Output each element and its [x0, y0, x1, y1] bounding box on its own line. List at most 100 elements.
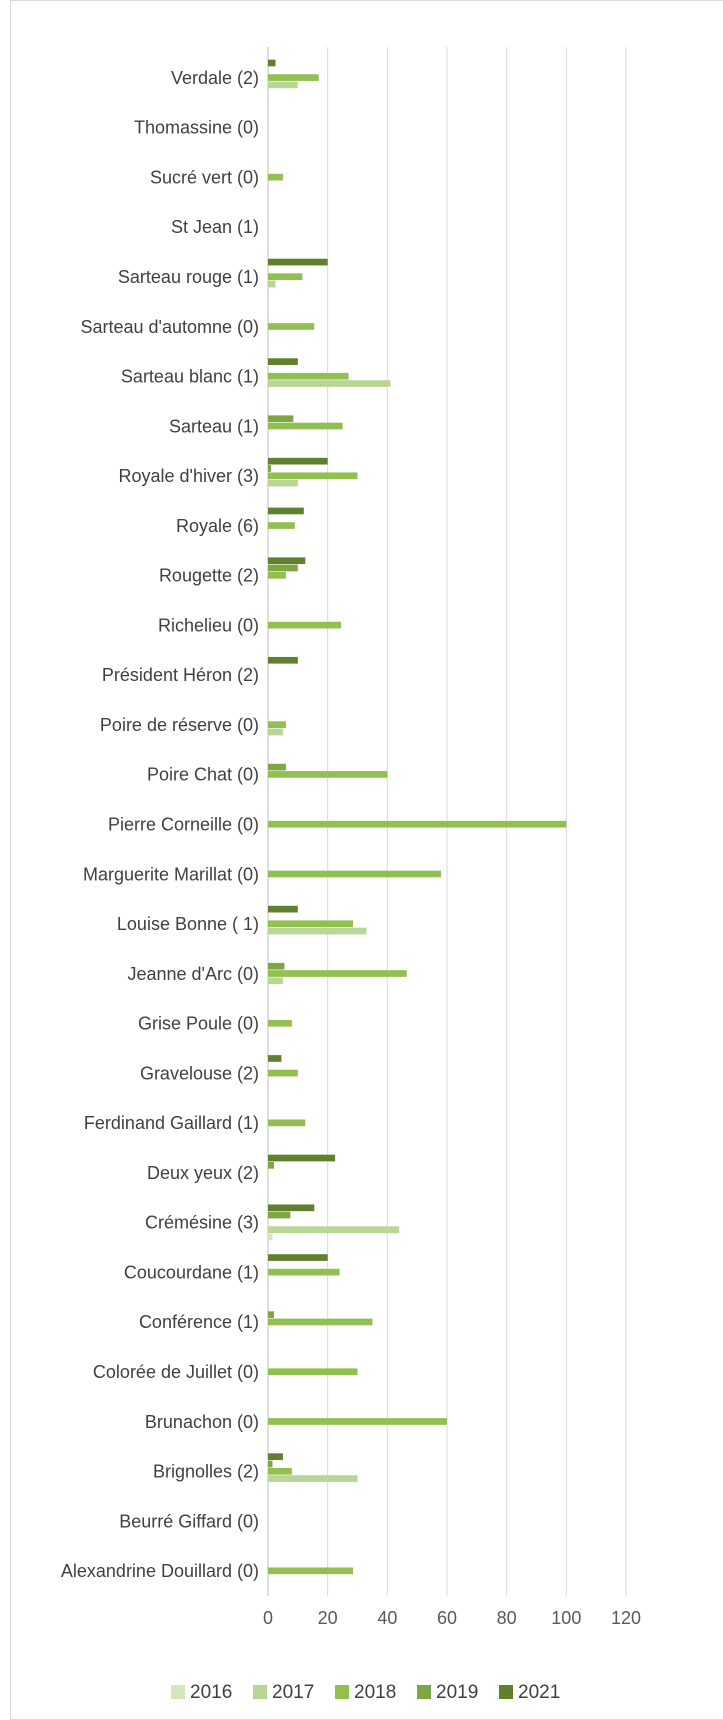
- x-tick-label: 60: [437, 1608, 457, 1628]
- category-label: St Jean (1): [171, 217, 259, 237]
- category-label: Sarteau (1): [169, 416, 259, 436]
- bar-2021: [268, 1453, 283, 1461]
- bar-2018: [268, 1418, 447, 1425]
- legend-swatch-2016: [171, 1685, 185, 1699]
- category-label: Rougette (2): [159, 566, 259, 586]
- legend-swatch-2019: [417, 1685, 431, 1699]
- category-label: Brignolles (2): [153, 1462, 259, 1482]
- bar-2018: [268, 1268, 340, 1276]
- category-label: Président Héron (2): [102, 665, 259, 685]
- bar-2018: [268, 173, 283, 181]
- bar-2019: [268, 1161, 274, 1169]
- bar-2021: [268, 507, 304, 515]
- bar-2017: [268, 380, 391, 387]
- legend-swatch-2018: [335, 1685, 349, 1699]
- bar-2021: [268, 1154, 336, 1162]
- bar-2021: [268, 358, 298, 365]
- legend: 2016 2017 2018 2019 2021: [171, 1682, 560, 1703]
- bar-2018: [268, 970, 407, 977]
- bar-2018: [268, 1467, 292, 1475]
- category-label: Conférence (1): [139, 1312, 259, 1332]
- category-label: Poire Chat (0): [147, 765, 259, 785]
- bar-2018: [268, 273, 303, 281]
- category-label: Alexandrine Douillard (0): [61, 1561, 259, 1581]
- bar-2019: [268, 962, 285, 970]
- bar-2017: [268, 1226, 400, 1234]
- category-label: Coucourdane (1): [124, 1262, 259, 1282]
- category-label: Pierre Corneille (0): [108, 815, 259, 835]
- bar-2019: [268, 564, 298, 572]
- category-label: Gravelouse (2): [140, 1063, 259, 1083]
- category-label: Sarteau d'automne (0): [80, 317, 259, 337]
- bar-2018: [268, 422, 343, 430]
- legend-swatch-2021: [499, 1685, 513, 1699]
- bar-2021: [268, 1254, 328, 1261]
- bar-chart: Verdale (2) Thomassine (0) Sucré vert (0) S…: [61, 47, 641, 1703]
- bar-2018: [268, 522, 295, 529]
- category-label: Marguerite Marillat (0): [83, 864, 259, 884]
- category-label: Crémésine (3): [145, 1213, 259, 1233]
- bar-2019: [268, 1311, 274, 1318]
- x-tick-label: 0: [263, 1608, 273, 1628]
- category-label: Deux yeux (2): [147, 1163, 259, 1183]
- bar-2021: [268, 59, 276, 67]
- legend-label: 2016: [190, 1682, 232, 1703]
- category-label: Richelieu (0): [158, 615, 259, 635]
- category-label: Colorée de Juillet (0): [93, 1362, 259, 1382]
- bar-2021: [268, 457, 328, 465]
- bar-2018: [268, 820, 567, 828]
- bar-2018: [268, 721, 286, 729]
- category-label: Louise Bonne ( 1): [117, 914, 259, 934]
- bar-2018: [268, 771, 388, 778]
- legend-label: 2021: [518, 1682, 560, 1703]
- bar-2018: [268, 1069, 298, 1077]
- bar-2017: [268, 728, 283, 736]
- category-label: Verdale (2): [171, 68, 259, 88]
- category-label: Royale (6): [176, 516, 259, 536]
- bar-2018: [268, 472, 358, 480]
- category-label: Sucré vert (0): [150, 167, 259, 187]
- bar-2018: [268, 372, 349, 380]
- bar-2018: [268, 1318, 373, 1326]
- bar-2019: [268, 465, 271, 472]
- category-label: Sarteau rouge (1): [118, 267, 259, 287]
- bar-2021: [268, 557, 306, 565]
- bar-2019: [268, 763, 286, 771]
- category-label: Jeanne d'Arc (0): [127, 964, 259, 984]
- x-tick-label: 80: [497, 1608, 517, 1628]
- x-axis-tick-labels: 0 20 40 60 80 100 120: [263, 1608, 641, 1628]
- legend-label: 2018: [354, 1682, 396, 1703]
- bar-2021: [268, 1204, 315, 1212]
- bar-2018: [268, 621, 342, 629]
- bar-2017: [268, 81, 298, 89]
- x-tick-label: 100: [551, 1608, 581, 1628]
- category-label: Ferdinand Gaillard (1): [84, 1113, 259, 1133]
- category-label: Sarteau blanc (1): [121, 367, 259, 387]
- legend-swatch-2017: [253, 1685, 267, 1699]
- bars: [268, 59, 567, 1575]
- bar-2017: [268, 280, 276, 288]
- category-labels: Verdale (2) Thomassine (0) Sucré vert (0) S…: [61, 68, 259, 1581]
- bar-2018: [268, 870, 442, 878]
- bar-2016: [268, 1233, 273, 1241]
- category-label: Beurré Giffard (0): [119, 1511, 259, 1531]
- bar-2021: [268, 656, 298, 664]
- bar-2021: [268, 1055, 282, 1062]
- legend-label: 2017: [272, 1682, 314, 1703]
- bar-2018: [268, 74, 319, 81]
- chart-frame: Verdale (2) Thomassine (0) Sucré vert (0) S…: [10, 0, 723, 1720]
- category-label: Grise Poule (0): [138, 1014, 259, 1034]
- category-label: Brunachon (0): [145, 1412, 259, 1432]
- bar-2017: [268, 479, 298, 487]
- bar-2018: [268, 323, 315, 330]
- category-label: Royale d'hiver (3): [119, 466, 260, 486]
- bar-2017: [268, 977, 283, 985]
- category-label: Thomassine (0): [134, 118, 259, 138]
- bar-2018: [268, 571, 286, 579]
- category-label: Poire de réserve (0): [100, 715, 259, 735]
- legend-label: 2019: [436, 1682, 478, 1703]
- bar-2019: [268, 415, 294, 423]
- bar-2018: [268, 1119, 306, 1127]
- bar-2021: [268, 905, 298, 913]
- x-tick-label: 40: [377, 1608, 397, 1628]
